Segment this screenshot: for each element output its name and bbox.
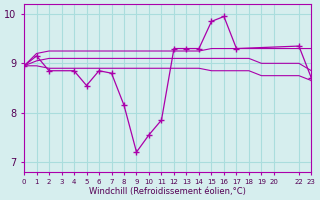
- X-axis label: Windchill (Refroidissement éolien,°C): Windchill (Refroidissement éolien,°C): [89, 187, 246, 196]
